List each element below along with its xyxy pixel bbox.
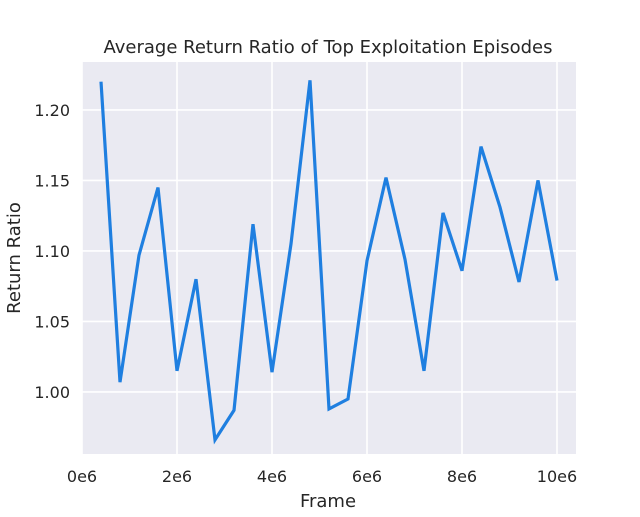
y-tick-label: 1.05 [34,312,70,331]
x-tick-labels: 0e6 2e6 4e6 6e6 8e6 10e6 [67,467,577,486]
x-tick-label: 0e6 [67,467,97,486]
y-axis-label: Return Ratio [4,202,25,314]
chart-title: Average Return Ratio of Top Exploitation… [103,37,552,58]
x-axis-label: Frame [300,491,356,512]
y-tick-label: 1.15 [34,171,70,190]
x-tick-label: 8e6 [447,467,477,486]
y-tick-label: 1.00 [34,383,70,402]
x-tick-label: 6e6 [352,467,382,486]
y-tick-label: 1.10 [34,242,70,261]
x-tick-label: 2e6 [162,467,192,486]
y-tick-labels: 1.00 1.05 1.10 1.15 1.20 [34,101,70,402]
x-tick-label: 10e6 [537,467,577,486]
x-tick-label: 4e6 [257,467,287,486]
y-tick-label: 1.20 [34,101,70,120]
